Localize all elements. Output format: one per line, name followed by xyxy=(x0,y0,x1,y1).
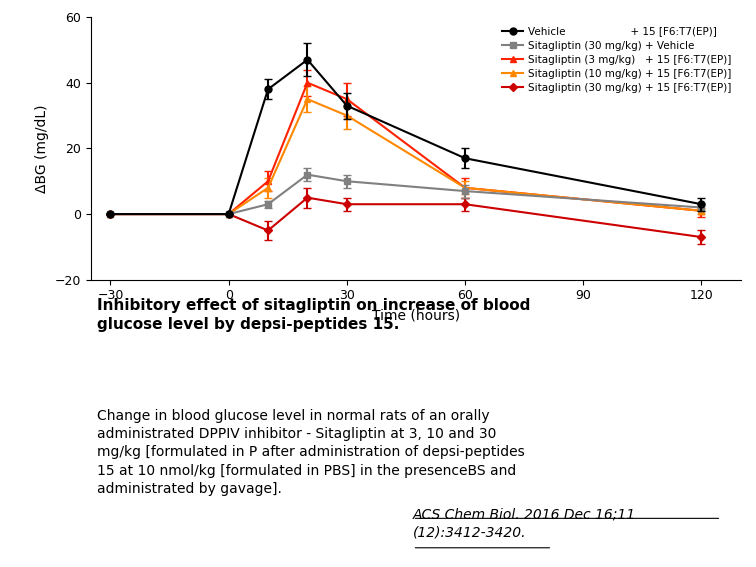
Legend: Vehicle                    + 15 [F6:T7(EP)], Sitagliptin (30 mg/kg) + Vehicle, S: Vehicle + 15 [F6:T7(EP)], Sitagliptin (3… xyxy=(498,22,736,97)
Text: Inhibitory effect of sitagliptin on increase of blood
glucose level by depsi-pep: Inhibitory effect of sitagliptin on incr… xyxy=(98,298,531,332)
Text: Change in blood glucose level in normal rats of an orally
administrated DPPIV in: Change in blood glucose level in normal … xyxy=(98,408,525,496)
Text: ACS Chem Biol. 2016 Dec 16;11
(12):3412-3420.: ACS Chem Biol. 2016 Dec 16;11 (12):3412-… xyxy=(413,507,636,539)
Y-axis label: ΔBG (mg/dL): ΔBG (mg/dL) xyxy=(35,104,49,193)
X-axis label: Time (hours): Time (hours) xyxy=(372,308,460,322)
